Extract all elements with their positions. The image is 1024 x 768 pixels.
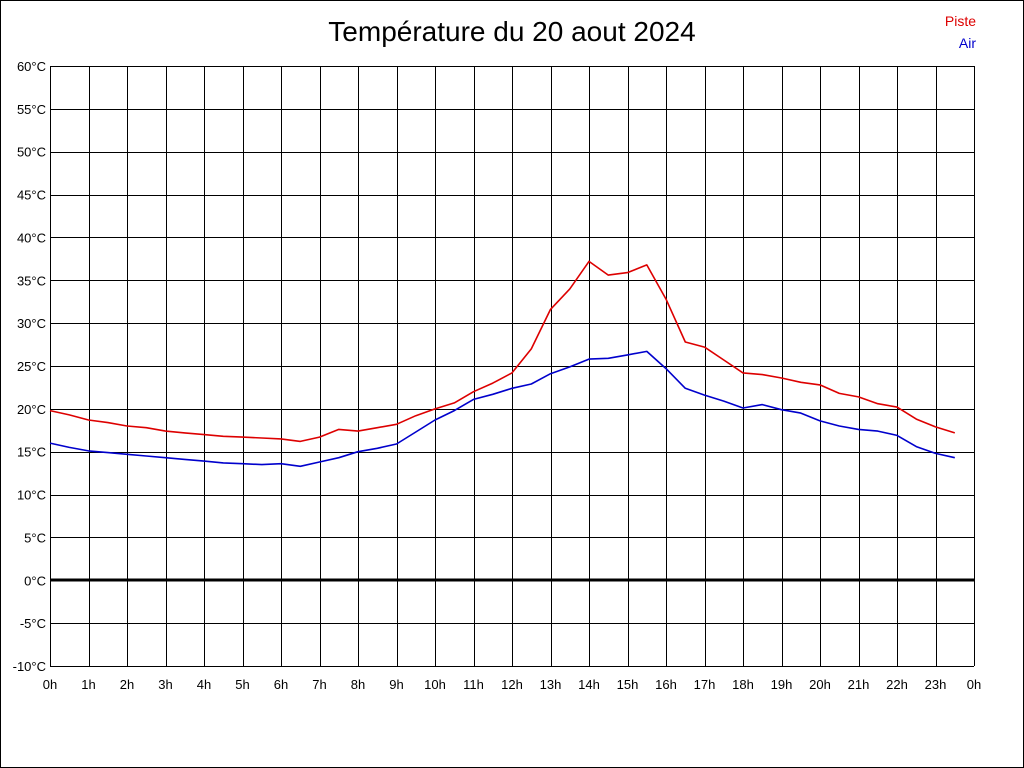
y-tick-label: 35°C: [17, 273, 46, 288]
y-tick-label: 25°C: [17, 359, 46, 374]
x-tick-label: 19h: [771, 677, 793, 692]
x-tick-label: 3h: [158, 677, 172, 692]
y-tick-label: 55°C: [17, 102, 46, 117]
y-tick-label: 30°C: [17, 316, 46, 331]
series-line-air: [49, 350, 955, 468]
x-tick-label: 11h: [463, 677, 484, 692]
y-tick-label: -5°C: [20, 616, 46, 631]
x-tick-label: 12h: [501, 677, 523, 692]
x-tick-label: 16h: [655, 677, 677, 692]
series-line-piste: [49, 260, 956, 443]
y-tick-label: 0°C: [24, 573, 46, 588]
chart-title: Température du 20 aout 2024: [328, 16, 696, 47]
y-tick-label: 50°C: [17, 145, 46, 160]
x-tick-label: 7h: [312, 677, 326, 692]
x-tick-label: 10h: [424, 677, 446, 692]
x-tick-label: 6h: [274, 677, 288, 692]
y-tick-label: 10°C: [17, 488, 46, 503]
x-tick-label: 9h: [389, 677, 403, 692]
x-tick-label: 4h: [197, 677, 211, 692]
y-tick-label: 40°C: [17, 230, 46, 245]
x-tick-label: 5h: [235, 677, 249, 692]
x-tick-label: 14h: [578, 677, 600, 692]
y-tick-label: 15°C: [17, 445, 46, 460]
x-tick-label: 13h: [540, 677, 562, 692]
x-tick-label: 0h: [43, 677, 57, 692]
y-tick-label: -10°C: [13, 659, 46, 674]
y-tick-label: 45°C: [17, 188, 46, 203]
x-tick-label: 1h: [81, 677, 95, 692]
y-tick-label: 20°C: [17, 402, 46, 417]
y-tick-label: 5°C: [24, 530, 46, 545]
x-tick-label: 15h: [617, 677, 639, 692]
x-tick-label: 0h: [967, 677, 981, 692]
x-tick-label: 17h: [694, 677, 716, 692]
x-tick-label: 23h: [925, 677, 947, 692]
x-tick-label: 22h: [886, 677, 908, 692]
x-tick-label: 8h: [351, 677, 365, 692]
x-tick-label: 21h: [848, 677, 870, 692]
x-tick-label: 2h: [120, 677, 134, 692]
legend-entry-air: Air: [958, 35, 976, 51]
x-tick-label: 20h: [809, 677, 831, 692]
y-tick-label: 60°C: [17, 59, 46, 74]
x-tick-label: 18h: [732, 677, 754, 692]
legend-entry-piste: Piste: [944, 13, 976, 29]
